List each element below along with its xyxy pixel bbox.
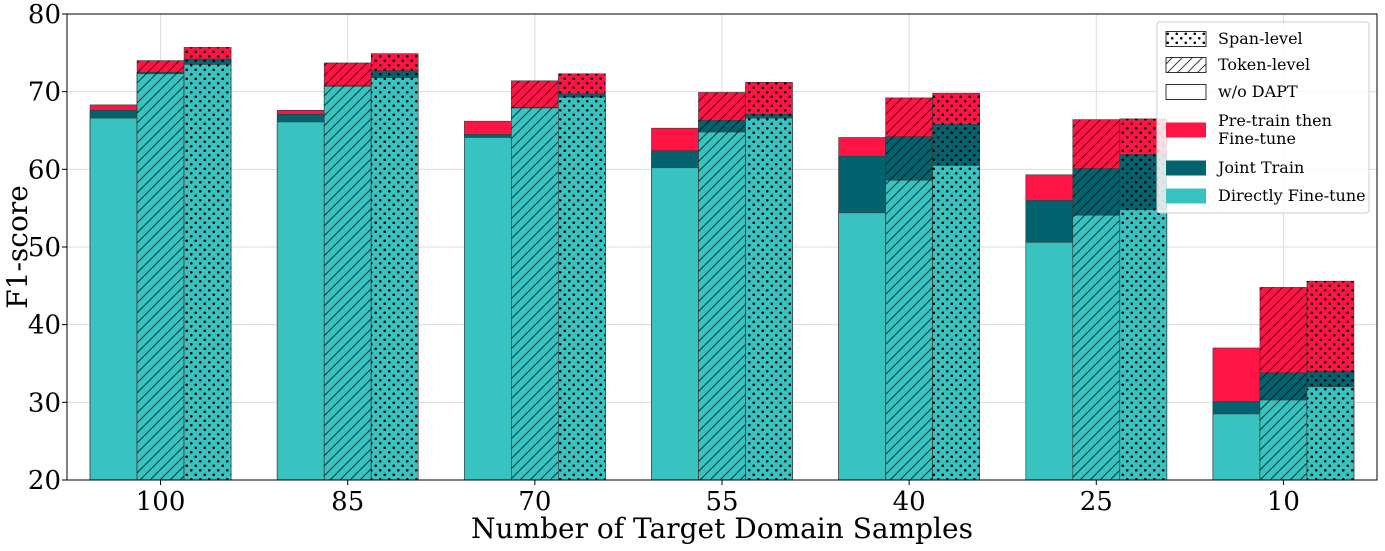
bar-hatch-dots [371, 53, 419, 481]
bar-directly-fine-tune [838, 212, 886, 481]
x-tick-label: 25 [1080, 487, 1113, 517]
legend-swatch-color [1166, 122, 1206, 138]
y-tick-label: 80 [28, 0, 61, 30]
legend-swatch-color [1166, 188, 1206, 204]
x-tick-label: 85 [331, 487, 364, 517]
bar-directly-fine-tune [464, 137, 512, 481]
legend-label-line: Fine-tune [1218, 129, 1296, 148]
y-tick-label: 40 [28, 311, 61, 341]
legend-label-line: Pre-train then [1218, 111, 1332, 130]
bar-directly-fine-tune [651, 167, 699, 481]
bar-hatch-dots [1306, 281, 1354, 480]
x-tick-label: 100 [136, 487, 186, 517]
bar-hatch-diagonal [1259, 287, 1307, 480]
y-tick-label: 20 [28, 466, 61, 496]
bar-hatch-diagonal [511, 80, 559, 480]
bar-directly-fine-tune [1025, 242, 1074, 481]
legend-label: Directly Fine-tune [1218, 186, 1366, 205]
legend-swatch-none [1165, 84, 1207, 100]
legend-swatch-dots [1165, 31, 1207, 47]
bar-hatch-dots [745, 82, 793, 480]
legend-swatch-color [1166, 160, 1206, 176]
y-axis-title: F1-score [1, 185, 34, 309]
legend-label: w/o DAPT [1218, 82, 1298, 101]
x-tick-label: 55 [705, 487, 738, 517]
bar-hatch-dots [932, 93, 980, 480]
bar-hatch-diagonal [137, 60, 185, 480]
legend-label: Pre-train then Fine-tune [1218, 111, 1332, 148]
legend-label: Span-level [1218, 29, 1303, 48]
bar-hatch-diagonal [1072, 119, 1120, 481]
y-tick-label: 50 [28, 233, 61, 263]
x-tick-label: 10 [1267, 487, 1300, 517]
x-tick-label: 40 [893, 487, 926, 517]
axis-ticks: 20 30 40 50 60 70 80 100 85 70 55 40 25 10 [28, 0, 1300, 517]
legend-swatch-diagonal [1165, 57, 1207, 73]
y-tick-label: 60 [28, 155, 61, 185]
bar-hatch-dots [558, 73, 606, 480]
x-axis-title: Number of Target Domain Samples [471, 512, 973, 545]
bar-hatch-diagonal [324, 62, 372, 481]
legend-box [1156, 21, 1370, 214]
bar-directly-fine-tune [1212, 413, 1261, 481]
y-tick-label: 70 [28, 78, 61, 108]
bar-hatch-diagonal [885, 97, 933, 480]
bar-hatch-dots [184, 47, 232, 480]
legend: Span-level Token-level w/o DAPT Pre-train t… [1156, 21, 1370, 214]
x-tick-label: 70 [518, 487, 551, 517]
legend-label: Token-level [1218, 55, 1310, 74]
bar-directly-fine-tune [276, 121, 325, 481]
y-tick-label: 30 [28, 388, 61, 418]
legend-label: Joint Train [1216, 158, 1304, 177]
bar-directly-fine-tune [89, 117, 138, 481]
bar-hatch-diagonal [698, 92, 746, 481]
bars [89, 47, 1355, 481]
